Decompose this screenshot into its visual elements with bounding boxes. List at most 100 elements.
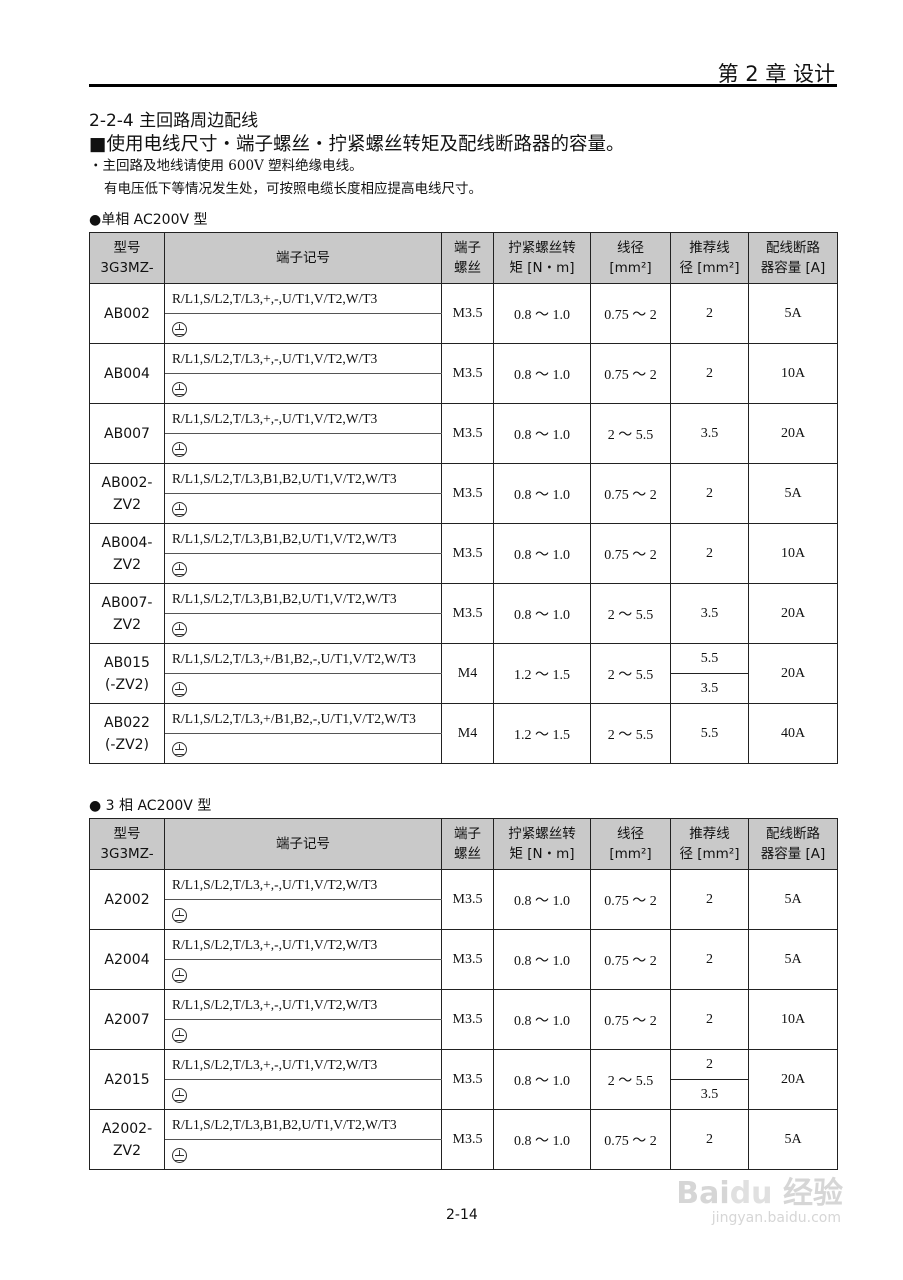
table-row-ground: [90, 433, 838, 464]
torque-cell: 0.8 ～ 1.0: [493, 869, 591, 930]
wire-cell: 0.75 ～ 2: [590, 523, 671, 584]
model-cell: A2004: [89, 929, 165, 990]
wire-cell: 0.75 ～ 2: [590, 869, 671, 930]
ground-cell: [164, 1019, 442, 1050]
recommended-wire-cell: 5.5: [670, 703, 749, 764]
wire-cell: 2 ～ 5.5: [590, 583, 671, 644]
torque-cell: 0.8 ～ 1.0: [493, 929, 591, 990]
torque-cell: 0.8 ～ 1.0: [493, 989, 591, 1050]
model-cell: AB002: [89, 283, 165, 344]
ground-icon: [172, 681, 187, 697]
watermark-logo: Baidu 经验: [676, 1176, 843, 1211]
table-row: AB022 (-ZV2) R/L1,S/L2,T/L3,+/B1,B2,-,U/T…: [89, 703, 838, 764]
terminal-symbols: R/L1,S/L2,T/L3,+/B1,B2,-,U/T1,V/T2,W/T3: [164, 643, 442, 674]
screw-cell: M3.5: [441, 1109, 494, 1170]
breaker-cell: 10A: [748, 343, 838, 404]
ground-icon: [172, 967, 187, 983]
ground-icon: [172, 501, 187, 517]
recommended-wire-cell: 5.5: [670, 643, 749, 674]
terminal-symbols: R/L1,S/L2,T/L3,+,-,U/T1,V/T2,W/T3: [164, 343, 442, 374]
ground-cell: [164, 613, 442, 644]
model-cell: A2002- ZV2: [89, 1109, 165, 1170]
ground-cell: [164, 1139, 442, 1170]
breaker-cell: 5A: [748, 869, 838, 930]
wire-cell: 0.75 ～ 2: [590, 283, 671, 344]
model-cell: AB002- ZV2: [89, 463, 165, 524]
ground-icon: [172, 441, 187, 457]
torque-cell: 1.2 ～ 1.5: [493, 643, 591, 704]
screw-cell: M3.5: [441, 869, 494, 930]
column-header: 拧紧螺丝转 矩 [N・m]: [493, 818, 591, 870]
breaker-cell: 5A: [748, 283, 838, 344]
ground-icon: [172, 907, 187, 923]
screw-cell: M3.5: [441, 989, 494, 1050]
torque-cell: 0.8 ～ 1.0: [493, 343, 591, 404]
torque-cell: 0.8 ～ 1.0: [493, 523, 591, 584]
section-title: 2-2-4 主回路周边配线: [89, 111, 259, 131]
screw-cell: M3.5: [441, 929, 494, 990]
ground-icon: [172, 621, 187, 637]
wire-cell: 2 ～ 5.5: [590, 403, 671, 464]
column-header: 推荐线 径 [mm²]: [670, 818, 749, 870]
column-header: 线径 [mm²]: [590, 232, 671, 284]
column-header: 推荐线 径 [mm²]: [670, 232, 749, 284]
terminal-symbols: R/L1,S/L2,T/L3,+,-,U/T1,V/T2,W/T3: [164, 869, 442, 900]
chapter-title: 第 2 章 设计: [717, 62, 835, 86]
column-header: 配线断路 器容量 [A]: [748, 818, 838, 870]
wire-cell: 2 ～ 5.5: [590, 703, 671, 764]
recommended-wire-cell: 3.5: [670, 673, 749, 704]
ground-cell: [164, 553, 442, 584]
screw-cell: M4: [441, 643, 494, 704]
wire-cell: 0.75 ～ 2: [590, 1109, 671, 1170]
ground-cell: [164, 493, 442, 524]
model-cell: AB022 (-ZV2): [89, 703, 165, 764]
ground-cell: [164, 733, 442, 764]
screw-cell: M3.5: [441, 343, 494, 404]
column-header: 型号 3G3MZ-: [89, 818, 165, 870]
wire-cell: 2 ～ 5.5: [590, 643, 671, 704]
terminal-symbols: R/L1,S/L2,T/L3,+,-,U/T1,V/T2,W/T3: [164, 1049, 442, 1080]
table-row-ground: [90, 313, 838, 344]
column-header: 端子记号: [164, 232, 442, 284]
table-row-ground: [90, 959, 838, 990]
table-row-ground: 3.5: [90, 1079, 838, 1110]
model-cell: A2002: [89, 869, 165, 930]
subtitle: ■使用电线尺寸・端子螺丝・拧紧螺丝转矩及配线断路器的容量。: [89, 134, 625, 155]
terminal-symbols: R/L1,S/L2,T/L3,B1,B2,U/T1,V/T2,W/T3: [164, 523, 442, 554]
ground-icon: [172, 1147, 187, 1163]
recommended-wire-cell: 2: [670, 929, 749, 990]
breaker-cell: 10A: [748, 523, 838, 584]
ground-icon: [172, 1027, 187, 1043]
torque-cell: 0.8 ～ 1.0: [493, 1049, 591, 1110]
table-caption-three-phase: ● 3 相 AC200V 型: [89, 798, 212, 814]
breaker-cell: 10A: [748, 989, 838, 1050]
screw-cell: M3.5: [441, 1049, 494, 1110]
torque-cell: 0.8 ～ 1.0: [493, 283, 591, 344]
recommended-wire-cell: 2: [670, 1109, 749, 1170]
recommended-wire-cell: 2: [670, 343, 749, 404]
wire-cell: 0.75 ～ 2: [590, 929, 671, 990]
breaker-cell: 5A: [748, 463, 838, 524]
ground-cell: [164, 1079, 442, 1110]
table-row: A2002- ZV2 R/L1,S/L2,T/L3,B1,B2,U/T1,V/T2…: [89, 1109, 838, 1170]
breaker-cell: 40A: [748, 703, 838, 764]
spec-table-three-phase: 型号 3G3MZ- 端子记号 端子 螺丝 拧紧螺丝转 矩 [N・m] 线径 [mm²] 推…: [89, 818, 838, 1170]
ground-cell: [164, 313, 442, 344]
terminal-symbols: R/L1,S/L2,T/L3,+/B1,B2,-,U/T1,V/T2,W/T3: [164, 703, 442, 734]
breaker-cell: 20A: [748, 643, 838, 704]
recommended-wire-cell: 2: [670, 989, 749, 1050]
note-2: 有电压低下等情况发生处，可按照电缆长度相应提高电线尺寸。: [104, 181, 482, 197]
table-row: AB007- ZV2 R/L1,S/L2,T/L3,B1,B2,U/T1,V/T2…: [89, 583, 838, 644]
ground-icon: [172, 741, 187, 757]
model-cell: AB004- ZV2: [89, 523, 165, 584]
column-header: 端子 螺丝: [441, 232, 494, 284]
breaker-cell: 5A: [748, 1109, 838, 1170]
ground-cell: [164, 899, 442, 930]
ground-icon: [172, 561, 187, 577]
terminal-symbols: R/L1,S/L2,T/L3,+,-,U/T1,V/T2,W/T3: [164, 989, 442, 1020]
recommended-wire-cell: 3.5: [670, 1079, 749, 1110]
table-row: AB004- ZV2 R/L1,S/L2,T/L3,B1,B2,U/T1,V/T2…: [89, 523, 838, 584]
column-header: 拧紧螺丝转 矩 [N・m]: [493, 232, 591, 284]
table-row-ground: [90, 1139, 838, 1170]
